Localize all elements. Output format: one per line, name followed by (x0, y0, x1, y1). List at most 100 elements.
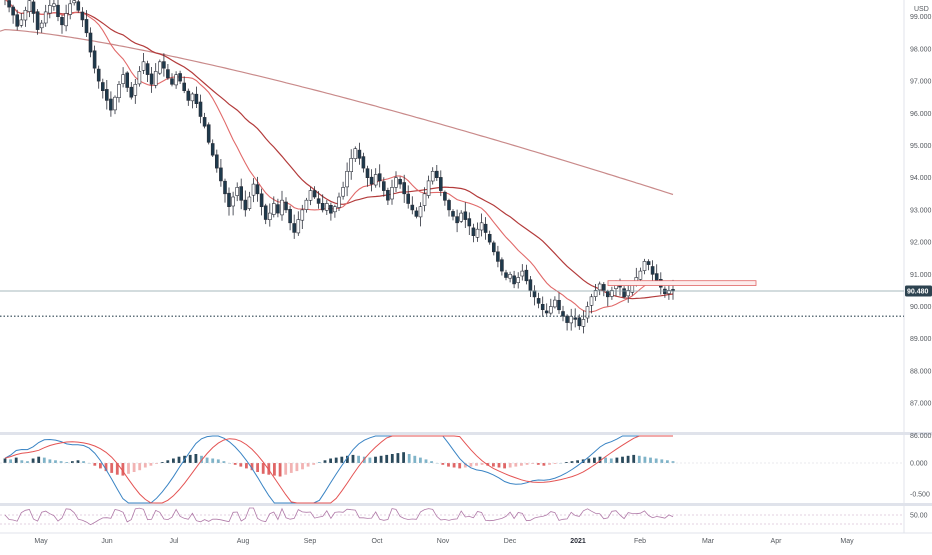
macd-bar (312, 463, 316, 465)
time-scale[interactable] (0, 533, 932, 550)
axis-layer: 99.000 98.000 97.000 96.000 95.000 94.000 93.0… (34, 14, 931, 545)
candle-body (524, 269, 529, 282)
candle-body (377, 173, 382, 182)
macd-bar (525, 463, 529, 465)
candle-body (544, 310, 549, 314)
candle-body (565, 315, 569, 323)
macd-bar (632, 454, 636, 463)
macd-bar (110, 463, 114, 473)
candle-body (284, 201, 288, 211)
candle-body (72, 0, 76, 4)
candle-body (206, 124, 211, 143)
candle-body (145, 63, 150, 75)
macd-bar (463, 463, 467, 468)
time-tick-label: Mar (702, 538, 715, 545)
time-tick-label: Aug (237, 538, 250, 545)
macd-bar (9, 459, 12, 463)
macd-bar (26, 461, 29, 463)
currency-label: USD (914, 6, 929, 13)
macd-bar (267, 463, 271, 475)
candle-body (43, 11, 48, 24)
candle-body (394, 177, 398, 188)
candle-body (398, 179, 402, 185)
macd-bar (374, 456, 377, 463)
time-tick-label: 2021 (570, 538, 586, 545)
candle-body (109, 98, 113, 111)
macd-bar (59, 461, 63, 463)
pane-separator[interactable] (0, 432, 932, 435)
candle-body (68, 3, 72, 15)
macd-bar (149, 463, 153, 466)
macd-bar (520, 463, 523, 466)
price-tick-label: 97.000 (910, 79, 932, 86)
macd-bar (576, 460, 579, 463)
candle-body (251, 183, 256, 196)
candle-body (597, 283, 602, 291)
price-tick-label: 90.000 (910, 304, 932, 311)
macd-bar (48, 459, 52, 463)
macd-bar (82, 461, 85, 463)
candle-body (153, 71, 158, 86)
candle-body (516, 277, 521, 283)
macd-bar (177, 456, 181, 463)
price-tick-label: 89.000 (910, 336, 932, 343)
macd-bar (497, 463, 501, 468)
macd-bar (357, 455, 360, 463)
macd-bar (649, 457, 652, 463)
macd-bar (273, 463, 276, 476)
rsi-pane[interactable] (0, 505, 904, 533)
macd-pane[interactable] (0, 434, 904, 504)
pane-separator[interactable] (0, 503, 932, 506)
macd-bar (71, 461, 74, 463)
macd-bar (548, 463, 551, 465)
candles (4, 0, 675, 334)
candle-body (508, 273, 512, 279)
candle-body (316, 198, 321, 204)
candle-body (60, 16, 64, 26)
candle-body (227, 192, 231, 207)
candle-body (105, 89, 109, 101)
macd-bar (3, 458, 7, 463)
macd-bar (368, 457, 372, 463)
time-tick-label: Apr (771, 538, 783, 545)
macd-bar (306, 463, 310, 467)
macd-bar (621, 456, 624, 463)
candle-body (329, 205, 333, 214)
macd-bar (104, 463, 108, 472)
candle-body (520, 270, 525, 277)
macd-bar (278, 463, 282, 477)
macd-bar (413, 455, 417, 463)
price-scale[interactable] (904, 0, 932, 533)
macd-bar (452, 463, 456, 468)
candle-body (504, 272, 508, 278)
macd-bar (261, 463, 265, 474)
candle-body (320, 203, 325, 211)
macd-tick-label: -0.500 (910, 492, 930, 499)
macd-line (4, 435, 673, 504)
price-tick-label: 92.000 (910, 240, 932, 247)
candle-body (663, 288, 667, 295)
candle-body (280, 199, 284, 216)
candle-body (276, 204, 280, 214)
candle-body (577, 317, 582, 327)
macd-bar (233, 463, 237, 465)
price-tick-label: 93.000 (910, 207, 932, 214)
resistance-zone (607, 280, 757, 286)
macd-bar (138, 463, 142, 471)
candle-body (561, 311, 565, 317)
time-tick-label: Sep (304, 538, 317, 545)
macd-bar (155, 463, 158, 464)
macd-bar (666, 460, 669, 463)
macd-bar (250, 463, 254, 471)
candle-body (459, 212, 464, 222)
last-price-label: 90.480 (907, 289, 929, 296)
macd-bar (115, 463, 119, 475)
candle-body (622, 288, 626, 298)
macd-layer (0, 435, 904, 504)
time-tick-label: Jun (101, 538, 112, 545)
candle-body (239, 186, 243, 201)
macd-bar (284, 463, 288, 475)
candle-body (288, 209, 292, 224)
